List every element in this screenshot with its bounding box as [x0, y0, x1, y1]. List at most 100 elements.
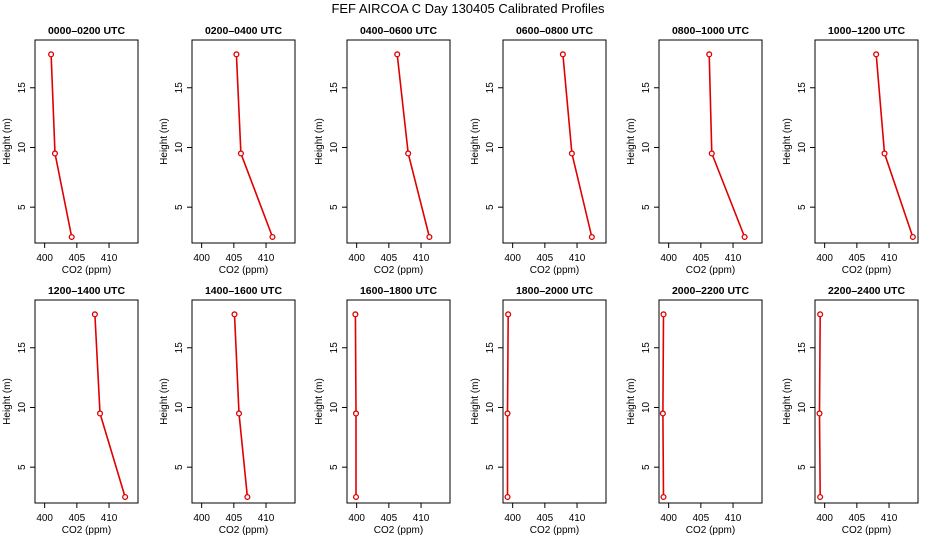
- y-tick-label: 10: [641, 401, 652, 413]
- x-tick-label: 405: [226, 513, 243, 524]
- panel-title: 1800–2000 UTC: [516, 285, 593, 297]
- plot-frame: [34, 39, 139, 244]
- y-tick-label: 15: [797, 342, 808, 354]
- x-axis-label: CO2 (ppm): [62, 525, 111, 536]
- data-point: [706, 51, 713, 58]
- figure-title: FEF AIRCOA C Day 130405 Calibrated Profi…: [331, 1, 605, 16]
- data-point: [505, 311, 512, 318]
- profile-line: [396, 54, 431, 238]
- plot-frame: [658, 299, 763, 504]
- y-axis-label: Height (m): [159, 118, 170, 165]
- panel-title: 0800–1000 UTC: [672, 25, 749, 37]
- y-tick-label: 15: [174, 82, 185, 94]
- x-tick-label: 410: [725, 513, 742, 524]
- y-axis-label: Height (m): [314, 378, 325, 425]
- data-point: [708, 150, 715, 157]
- profile-line: [506, 314, 509, 497]
- plot-frame: [191, 39, 296, 244]
- panel-title: 1400–1600 UTC: [205, 285, 282, 297]
- panel-title: 0000–0200 UTC: [48, 25, 125, 37]
- x-tick-label: 410: [258, 253, 275, 264]
- y-tick-label: 15: [329, 342, 340, 354]
- data-point: [68, 233, 75, 241]
- profile-line: [354, 314, 357, 497]
- y-tick-label: 5: [329, 204, 340, 210]
- y-tick-label: 10: [329, 401, 340, 413]
- x-tick-label: 405: [849, 253, 866, 264]
- y-axis-label: Height (m): [2, 118, 13, 165]
- y-tick-label: 15: [17, 82, 28, 94]
- x-tick-label: 400: [36, 253, 53, 264]
- plot-frame: [34, 299, 139, 504]
- x-tick-label: 405: [849, 513, 866, 524]
- x-tick-label: 405: [69, 513, 86, 524]
- data-point: [816, 410, 823, 417]
- panel-title: 1000–1200 UTC: [828, 25, 905, 37]
- y-tick-label: 5: [797, 204, 808, 210]
- y-tick-label: 10: [641, 141, 652, 153]
- profile-line: [662, 314, 665, 498]
- y-tick-label: 5: [485, 204, 496, 210]
- x-tick-label: 405: [226, 253, 243, 264]
- y-tick-label: 10: [485, 141, 496, 153]
- x-tick-label: 400: [348, 253, 365, 264]
- data-point: [235, 410, 243, 417]
- y-axis-label: Height (m): [782, 118, 793, 165]
- data-point: [659, 410, 666, 417]
- y-axis-label: Height (m): [626, 378, 637, 425]
- data-point: [504, 493, 511, 501]
- data-point: [504, 410, 511, 417]
- panel-title: 2200–2400 UTC: [828, 285, 905, 297]
- data-point: [96, 410, 104, 417]
- x-tick-label: 410: [881, 253, 898, 264]
- x-tick-label: 400: [193, 513, 210, 524]
- x-tick-label: 405: [537, 253, 554, 264]
- x-tick-label: 410: [725, 253, 742, 264]
- profile-line: [875, 54, 914, 238]
- profile-line: [94, 314, 126, 498]
- x-tick-label: 400: [504, 513, 521, 524]
- y-tick-label: 10: [174, 401, 185, 413]
- plot-frame: [658, 39, 763, 244]
- plot-frame: [814, 39, 919, 244]
- y-tick-label: 15: [17, 342, 28, 354]
- y-tick-label: 10: [17, 401, 28, 413]
- profile-line: [233, 314, 249, 498]
- x-tick-label: 405: [693, 253, 710, 264]
- x-tick-label: 405: [69, 253, 86, 264]
- data-point: [237, 150, 244, 157]
- y-tick-label: 10: [329, 141, 340, 153]
- data-point: [122, 493, 129, 501]
- plot-frame: [502, 299, 607, 504]
- data-point: [352, 311, 359, 318]
- x-tick-label: 405: [381, 513, 398, 524]
- x-axis-label: CO2 (ppm): [219, 265, 268, 276]
- x-tick-label: 405: [693, 513, 710, 524]
- data-point: [91, 311, 98, 318]
- y-tick-label: 15: [797, 82, 808, 94]
- data-point: [660, 311, 667, 318]
- x-axis-label: CO2 (ppm): [686, 525, 735, 536]
- x-axis-label: CO2 (ppm): [686, 265, 735, 276]
- profile-line: [562, 54, 593, 238]
- x-axis-label: CO2 (ppm): [530, 525, 579, 536]
- plot-frame: [346, 299, 451, 504]
- y-tick-label: 15: [641, 342, 652, 354]
- data-point: [51, 150, 59, 157]
- y-tick-label: 5: [641, 204, 652, 210]
- x-axis-label: CO2 (ppm): [219, 525, 268, 536]
- y-tick-label: 10: [797, 141, 808, 153]
- panel-title: 0200–0400 UTC: [205, 25, 282, 37]
- data-point: [559, 51, 566, 58]
- data-point: [231, 311, 238, 318]
- data-point: [660, 493, 667, 501]
- x-axis-label: CO2 (ppm): [374, 265, 423, 276]
- x-tick-label: 400: [36, 513, 53, 524]
- y-tick-label: 5: [329, 464, 340, 470]
- data-point: [405, 150, 412, 157]
- y-tick-label: 5: [797, 464, 808, 470]
